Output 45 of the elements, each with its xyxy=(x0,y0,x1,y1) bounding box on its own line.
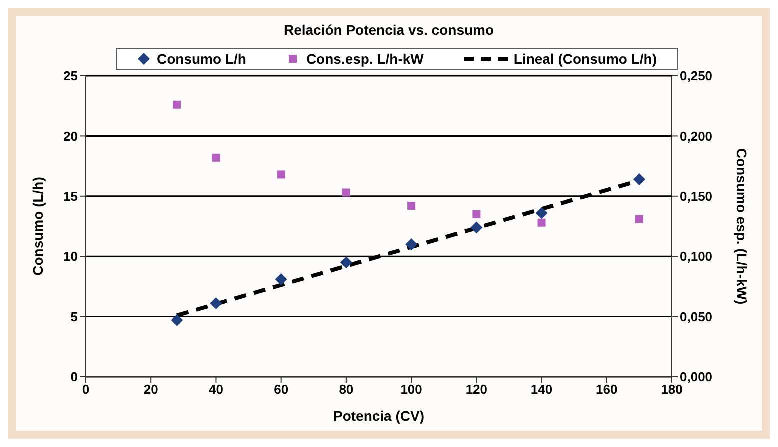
point xyxy=(472,210,481,218)
point xyxy=(633,174,646,186)
legend-label: Lineal (Consumo L/h) xyxy=(512,51,657,67)
x-tick-label: 180 xyxy=(661,382,683,398)
x-axis-title: Potencia (CV) xyxy=(333,408,425,424)
x-tick-label: 40 xyxy=(208,382,224,398)
point xyxy=(538,218,546,227)
y-tick-label: 20 xyxy=(64,128,78,144)
x-tick-label: 140 xyxy=(530,382,553,398)
point xyxy=(470,222,483,234)
point xyxy=(277,170,286,179)
point xyxy=(275,273,288,286)
y-tick-label: 10 xyxy=(64,249,78,264)
x-tick-label: 60 xyxy=(274,382,289,398)
point xyxy=(408,202,416,210)
point xyxy=(210,298,222,310)
point xyxy=(536,207,548,220)
y-tick-label: 0 xyxy=(70,370,78,385)
y2-tick-label: 0,150 xyxy=(680,189,713,204)
point xyxy=(635,215,644,224)
point xyxy=(171,314,184,326)
legend-label: Cons.esp. L/h-kW xyxy=(305,51,424,67)
x-tick-label: 0 xyxy=(82,382,90,398)
point xyxy=(406,238,418,251)
y-axis-title: Consumo (L/h) xyxy=(30,177,46,276)
y2-axis-title: Consumo esp. (L/h-kW) xyxy=(734,148,750,305)
x-tick-label: 160 xyxy=(596,382,618,398)
x-tick-label: 20 xyxy=(144,382,158,398)
point xyxy=(173,100,182,109)
x-tick-label: 120 xyxy=(466,382,488,398)
y2-tick-label: 0,000 xyxy=(680,370,713,385)
y-tick-label: 5 xyxy=(70,309,78,324)
y2-tick-label: 0,250 xyxy=(680,68,713,84)
point xyxy=(212,154,220,162)
x-tick-label: 100 xyxy=(400,382,422,398)
legend-label: Consumo L/h xyxy=(156,51,246,67)
point xyxy=(340,256,352,269)
y2-tick-label: 0,100 xyxy=(680,249,713,264)
y2-tick-label: 0,050 xyxy=(680,309,713,324)
chart-title: Relación Potencia vs. consumo xyxy=(282,21,496,40)
y2-tick-label: 0,200 xyxy=(680,128,713,144)
point xyxy=(342,188,350,197)
y-tick-label: 25 xyxy=(64,68,78,84)
y-tick-label: 15 xyxy=(64,189,78,204)
x-tick-label: 80 xyxy=(339,382,354,398)
